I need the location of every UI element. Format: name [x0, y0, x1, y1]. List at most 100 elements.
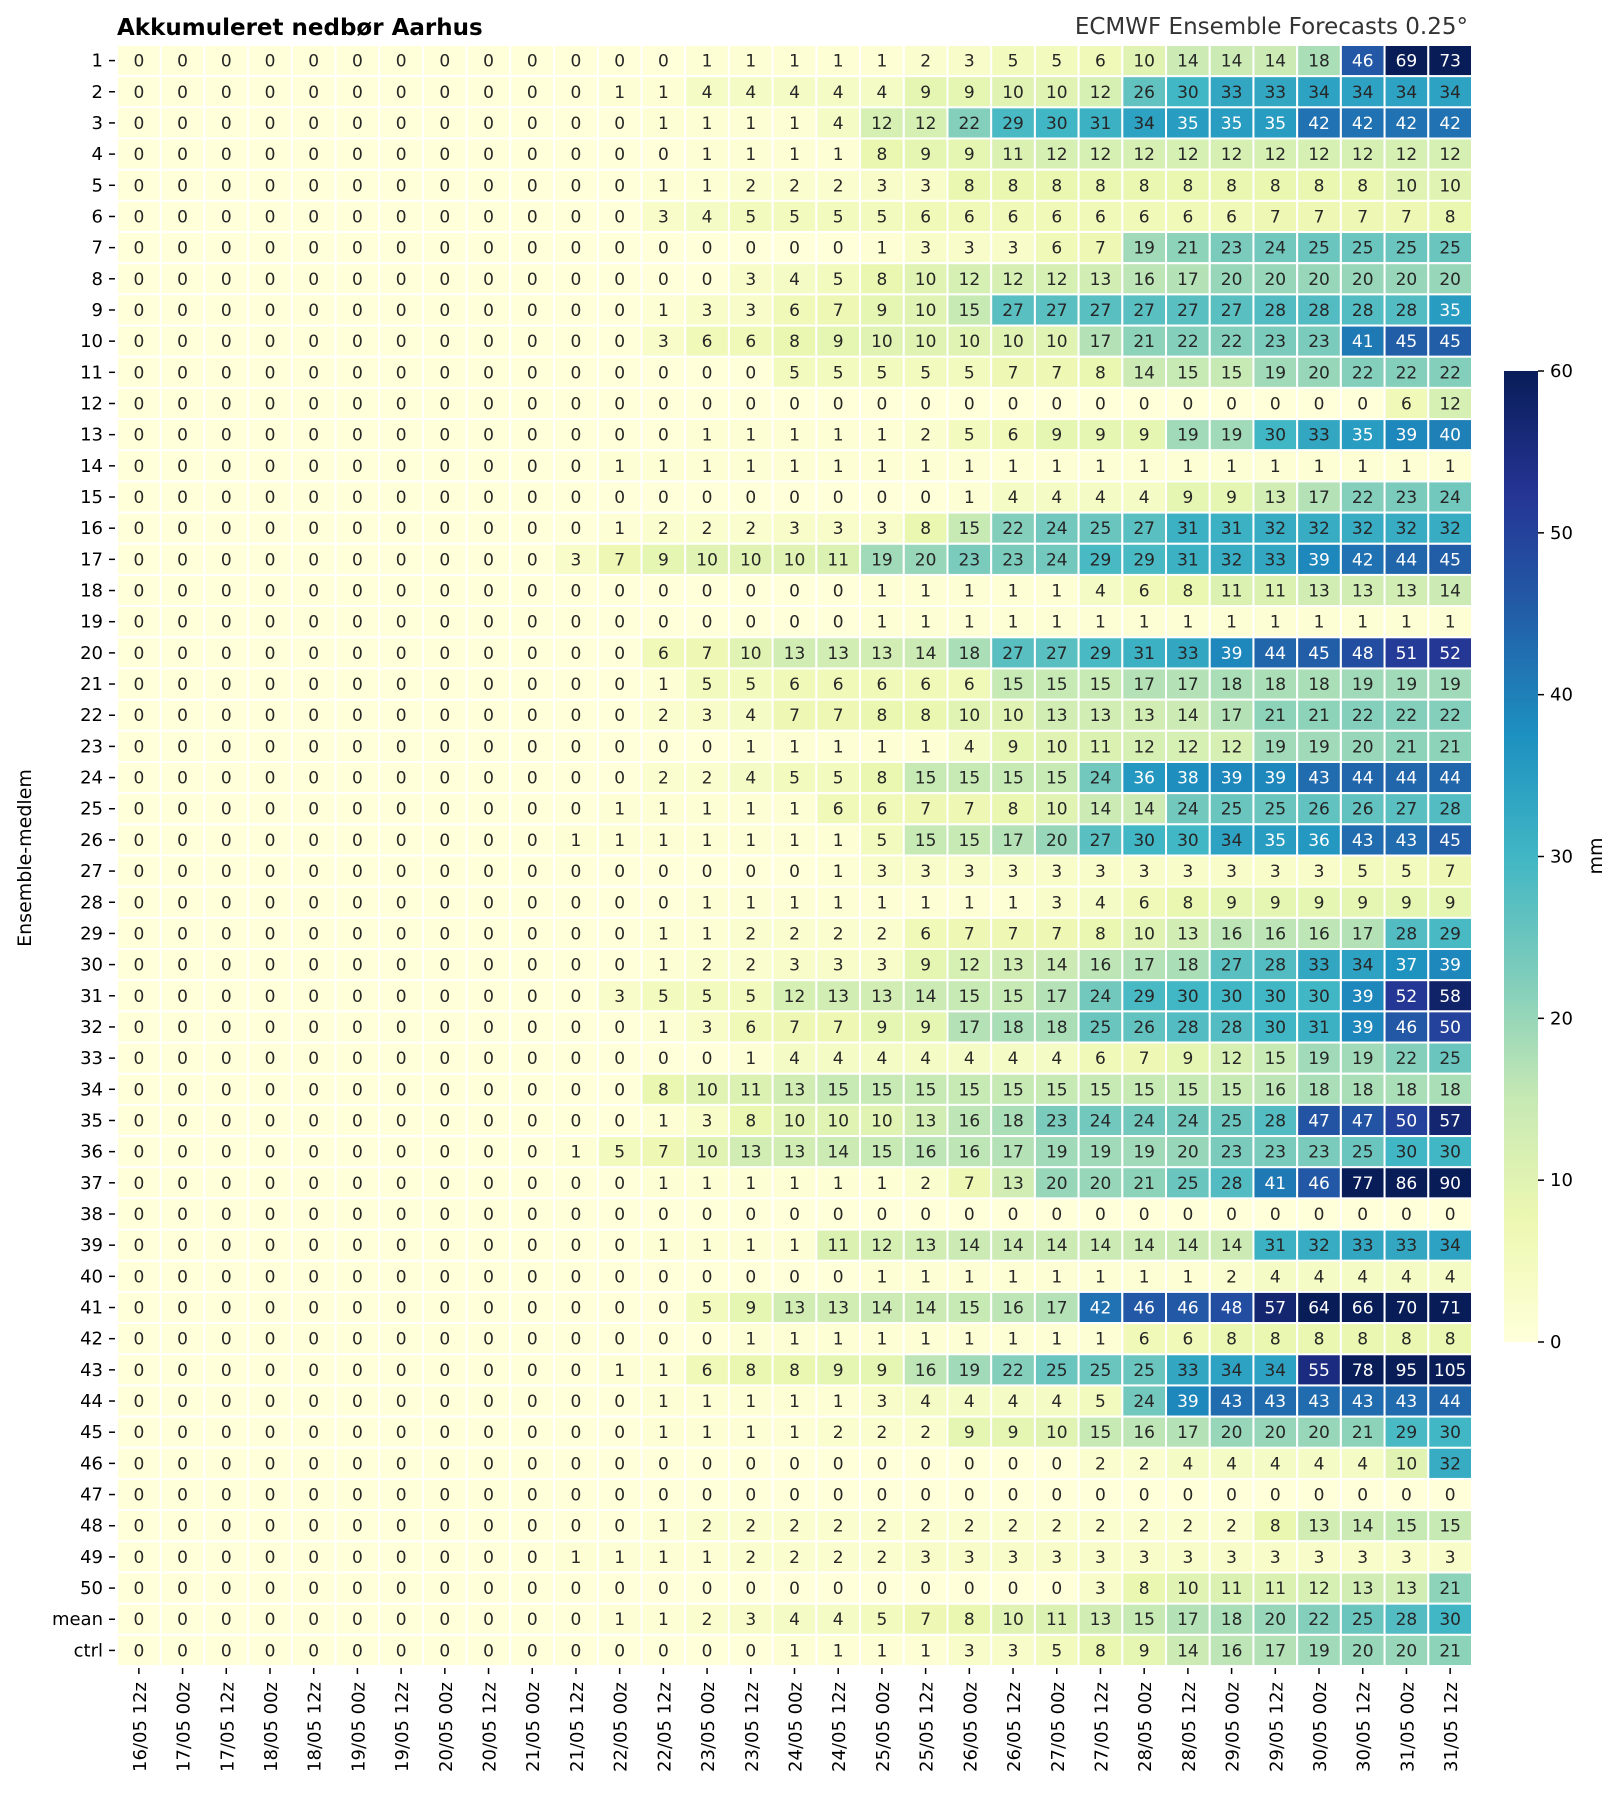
- cell-value-label: 39: [1221, 644, 1243, 664]
- cell-value-label: 2: [745, 956, 756, 976]
- column-tick-label: 25/05 00z: [873, 1682, 894, 1772]
- cell-value-label: 18: [1308, 1080, 1330, 1100]
- heatmap-cell: [1121, 324, 1168, 358]
- heatmap-cell: [1033, 231, 1080, 265]
- cell-value-label: 12: [1352, 145, 1374, 165]
- cell-value-label: 23: [959, 550, 981, 570]
- cell-value-label: 25: [1396, 239, 1418, 259]
- cell-value-label: 21: [1133, 332, 1155, 352]
- cell-value-label: 0: [571, 1423, 582, 1443]
- cell-value-label: 0: [614, 769, 625, 789]
- cell-value-label: 0: [483, 1361, 494, 1381]
- cell-value-label: 58: [1439, 987, 1461, 1007]
- cell-value-label: 0: [221, 1486, 232, 1506]
- cell-value-label: 2: [1139, 1517, 1150, 1537]
- cell-value-label: 0: [571, 1641, 582, 1661]
- row-tick-label: 43: [80, 1360, 103, 1381]
- cell-value-label: 0: [483, 1018, 494, 1038]
- cell-value-label: 6: [1401, 394, 1412, 414]
- cell-value-label: 10: [1396, 176, 1418, 196]
- cell-value-label: 10: [784, 550, 806, 570]
- cell-value-label: 8: [1008, 176, 1019, 196]
- heatmap-cell: [990, 231, 1036, 265]
- row-tick-label: 17: [80, 549, 103, 570]
- cell-value-label: 15: [959, 301, 981, 321]
- cell-value-label: 0: [221, 1174, 232, 1194]
- cell-value-label: 0: [133, 519, 144, 539]
- cell-value-label: 10: [1396, 1454, 1418, 1474]
- cell-value-label: 13: [784, 644, 806, 664]
- cell-value-label: 0: [133, 769, 144, 789]
- cell-value-label: 25: [1264, 800, 1286, 820]
- cell-value-label: 0: [571, 332, 582, 352]
- cell-value-label: 0: [614, 363, 625, 383]
- cell-value-label: 9: [658, 550, 669, 570]
- cell-value-label: 1: [571, 831, 582, 851]
- cell-value-label: 1: [920, 613, 931, 633]
- cell-value-label: 8: [877, 706, 888, 726]
- cell-value-label: 5: [745, 987, 756, 1007]
- cell-value-label: 0: [265, 1174, 276, 1194]
- heatmap-cell: [334, 480, 381, 514]
- cell-value-label: 0: [571, 706, 582, 726]
- cell-value-label: 9: [1095, 426, 1106, 446]
- heatmap-cell: [421, 44, 468, 78]
- cell-value-label: 0: [658, 1267, 669, 1287]
- cell-value-label: 18: [959, 644, 981, 664]
- cell-value-label: 3: [833, 956, 844, 976]
- cell-value-label: 0: [308, 769, 319, 789]
- cell-value-label: 33: [1308, 956, 1330, 976]
- cell-value-label: 0: [658, 394, 669, 414]
- cell-value-label: 13: [1090, 1610, 1112, 1630]
- cell-value-label: 13: [1002, 1174, 1024, 1194]
- heatmap-cell: [640, 199, 687, 234]
- cell-value-label: 6: [1095, 1049, 1106, 1069]
- cell-value-label: 0: [221, 956, 232, 976]
- cell-value-label: 0: [571, 987, 582, 1007]
- heatmap-cell: [990, 542, 1036, 576]
- cell-value-label: 0: [177, 706, 188, 726]
- heatmap-cell: [946, 324, 993, 358]
- heatmap-cell: [159, 573, 206, 608]
- cell-value-label: 4: [1008, 1392, 1019, 1412]
- cell-value-label: 8: [1008, 800, 1019, 820]
- cell-value-label: 0: [308, 1111, 319, 1131]
- cell-value-label: 0: [265, 114, 276, 134]
- cell-value-label: 1: [964, 488, 975, 508]
- cell-value-label: 1: [877, 457, 888, 477]
- heatmap-cell: [1252, 44, 1299, 78]
- cell-value-label: 35: [1177, 114, 1199, 134]
- cell-value-label: 4: [833, 1610, 844, 1630]
- cell-value-label: 1: [1008, 893, 1019, 913]
- cell-value-label: 0: [308, 332, 319, 352]
- cell-value-label: 0: [265, 83, 276, 103]
- cell-value-label: 31: [1177, 550, 1199, 570]
- column-tick-label: 21/05 12z: [567, 1682, 588, 1772]
- cell-value-label: 2: [920, 1517, 931, 1537]
- cell-value-label: 0: [133, 550, 144, 570]
- cell-value-label: 15: [1046, 1080, 1068, 1100]
- cell-value-label: 20: [1046, 831, 1068, 851]
- cell-value-label: 27: [1133, 301, 1155, 321]
- heatmap-cell: [1121, 418, 1168, 452]
- cell-value-label: 0: [483, 1330, 494, 1350]
- heatmap-cell: [203, 386, 250, 421]
- cell-value-label: 22: [1352, 488, 1374, 508]
- cell-value-label: 0: [614, 706, 625, 726]
- cell-value-label: 0: [221, 1330, 232, 1350]
- column-tick-label: 27/05 12z: [1091, 1682, 1112, 1772]
- row-tick-label: 18: [80, 581, 103, 602]
- heatmap-cell: [421, 231, 468, 265]
- cell-value-label: 0: [833, 1267, 844, 1287]
- cell-value-label: 0: [221, 893, 232, 913]
- cell-value-label: 14: [1133, 363, 1155, 383]
- cell-value-label: 3: [571, 550, 582, 570]
- cell-value-label: 6: [833, 675, 844, 695]
- cell-value-label: 1: [745, 1330, 756, 1350]
- cell-value-label: 15: [1090, 1080, 1112, 1100]
- cell-value-label: 10: [1133, 52, 1155, 72]
- cell-value-label: 6: [745, 1018, 756, 1038]
- cell-value-label: 0: [396, 1361, 407, 1381]
- cell-value-label: 0: [308, 1143, 319, 1163]
- heatmap-cell: [727, 511, 774, 545]
